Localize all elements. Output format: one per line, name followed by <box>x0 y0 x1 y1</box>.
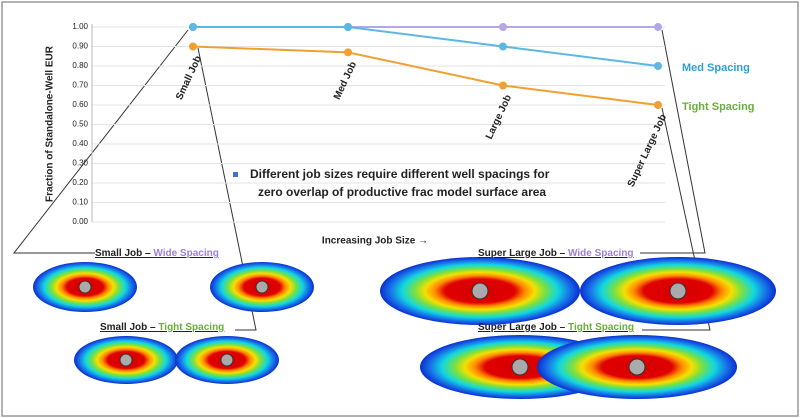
marker <box>499 23 507 31</box>
frac-models <box>33 257 776 399</box>
job-label: Super Large Job – <box>478 248 568 259</box>
x-tick-label: Small Job <box>174 54 204 101</box>
spacing-label: Wide Spacing <box>153 248 218 259</box>
diagram-label: Super Large Job – Tight Spacing <box>478 322 634 333</box>
y-tick-label: 0.70 <box>72 81 88 90</box>
y-tick-label: 0.60 <box>72 100 88 109</box>
x-tick-label: Large Job <box>484 93 514 141</box>
annotation: zero overlap of productive frac model su… <box>258 185 546 199</box>
series-line <box>193 26 659 67</box>
y-tick-label: 0.00 <box>72 217 88 226</box>
marker <box>654 23 662 31</box>
job-label: Super Large Job – <box>478 322 568 333</box>
legend-label: Med Spacing <box>682 62 750 74</box>
y-tick-label: 0.80 <box>72 61 88 70</box>
job-label: Small Job – <box>95 248 153 259</box>
y-axis-label: Fraction of Standalone-Well EUR <box>45 45 56 202</box>
spacing-label: Tight Spacing <box>568 322 634 333</box>
diagram-label: Small Job – Wide Spacing <box>95 248 219 259</box>
marker <box>189 23 197 31</box>
y-tick-label: 0.90 <box>72 42 88 51</box>
job-label: Small Job – <box>100 322 158 333</box>
spacing-label: Wide Spacing <box>568 248 633 259</box>
y-tick-label: 0.30 <box>72 159 88 168</box>
diagram-label: Super Large Job – Wide Spacing <box>478 248 634 259</box>
y-tick-label: 0.10 <box>72 198 88 207</box>
legend-label: Tight Spacing <box>682 101 755 113</box>
marker <box>654 101 662 109</box>
annotation: Different job sizes require different we… <box>250 167 550 181</box>
y-tick-label: 1.00 <box>72 22 88 31</box>
x-axis-label: Increasing Job Size → <box>322 236 428 247</box>
marker <box>499 42 507 51</box>
diagram-label: Small Job – Tight Spacing <box>100 322 224 333</box>
marker <box>499 81 507 90</box>
y-tick-label: 0.20 <box>72 178 88 187</box>
series-line <box>192 45 659 106</box>
spacing-label: Tight Spacing <box>158 322 224 333</box>
marker <box>189 42 197 51</box>
marker <box>344 48 352 57</box>
y-tick-label: 0.40 <box>72 139 88 148</box>
y-tick-label: 0.50 <box>72 120 88 129</box>
bullet <box>233 172 238 177</box>
marker <box>344 23 352 31</box>
connectors <box>12 29 711 331</box>
marker <box>654 62 662 70</box>
